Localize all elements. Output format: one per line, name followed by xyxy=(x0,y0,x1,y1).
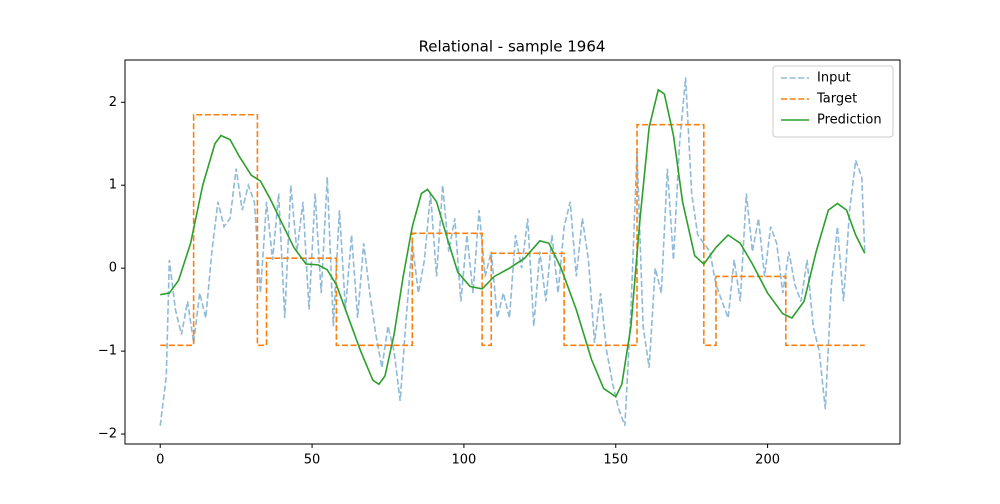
y-tick-label: 0 xyxy=(109,261,117,276)
legend-label: Prediction xyxy=(817,113,882,128)
x-tick-label: 0 xyxy=(156,453,164,468)
y-tick-label: −1 xyxy=(98,344,117,359)
chart-title: Relational - sample 1964 xyxy=(419,38,606,56)
y-tick-label: 1 xyxy=(109,178,117,193)
legend-label: Input xyxy=(817,71,851,86)
series-line xyxy=(159,77,866,427)
y-tick-label: −2 xyxy=(98,427,117,442)
legend-label: Target xyxy=(816,92,857,107)
x-tick-label: 200 xyxy=(755,453,780,468)
x-tick-label: 50 xyxy=(304,453,321,468)
series-line xyxy=(160,113,865,347)
x-tick-label: 100 xyxy=(451,453,476,468)
x-tick-label: 150 xyxy=(603,453,628,468)
series-line xyxy=(160,88,866,398)
plot-frame xyxy=(124,59,901,445)
y-tick-label: 2 xyxy=(109,95,117,110)
